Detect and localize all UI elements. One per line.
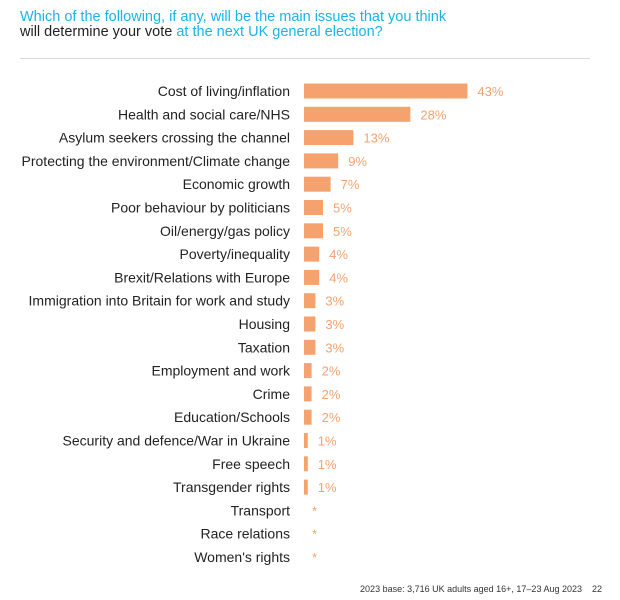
category-label: Brexit/Relations with Europe xyxy=(114,269,290,285)
bar xyxy=(304,339,316,355)
category-label: Free speech xyxy=(212,456,290,472)
title-line-2: will determine your vote at the next UK … xyxy=(20,25,600,40)
bar-chart: Cost of living/inflation 43% Health and so… xyxy=(22,83,504,565)
category-label: Security and defence/War in Ukraine xyxy=(63,433,291,449)
footer-base-note: 2023 base: 3,716 UK adults aged 16+, 17–… xyxy=(360,584,582,594)
data-label: 2% xyxy=(322,364,341,379)
bar xyxy=(304,409,312,425)
title-divider xyxy=(20,58,590,59)
data-label: 28% xyxy=(420,107,446,122)
category-label: Women's rights xyxy=(194,549,290,565)
data-label: 5% xyxy=(333,224,352,239)
category-label: Transgender rights xyxy=(173,479,290,495)
bar xyxy=(304,130,354,146)
category-label: Transport xyxy=(231,502,291,518)
data-label: 1% xyxy=(318,434,337,449)
bar xyxy=(304,200,323,215)
data-label: 2% xyxy=(322,410,341,425)
data-label: 3% xyxy=(325,317,344,332)
data-label: 1% xyxy=(318,457,337,472)
data-label: 7% xyxy=(341,177,360,192)
category-label: Housing xyxy=(239,316,290,332)
data-label: 1% xyxy=(318,480,337,495)
category-label: Race relations xyxy=(201,526,291,542)
data-label: 4% xyxy=(329,247,348,262)
footer: 2023 base: 3,716 UK adults aged 16+, 17–… xyxy=(360,584,602,594)
data-label: 4% xyxy=(329,270,348,285)
bar xyxy=(304,176,331,192)
category-label: Taxation xyxy=(238,339,290,355)
bar xyxy=(304,456,308,472)
data-label: 3% xyxy=(325,340,344,355)
data-label: 3% xyxy=(325,294,344,309)
category-label: Employment and work xyxy=(151,363,291,379)
bar xyxy=(304,246,320,262)
bar xyxy=(304,316,316,332)
data-label: 5% xyxy=(333,201,352,216)
title-rest: at the next UK general election? xyxy=(172,24,383,40)
category-label: Immigration into Britain for work and st… xyxy=(29,293,290,309)
data-label: * xyxy=(312,550,317,565)
bar xyxy=(304,153,339,169)
category-label: Asylum seekers crossing the channel xyxy=(59,130,290,146)
data-label: 43% xyxy=(477,84,503,99)
category-label: Oil/energy/gas policy xyxy=(160,223,290,239)
category-label: Education/Schools xyxy=(174,409,290,425)
bar xyxy=(304,83,468,99)
category-label: Health and social care/NHS xyxy=(118,106,290,122)
data-label: 2% xyxy=(322,387,341,402)
data-label: * xyxy=(312,503,317,518)
chart-title: Which of the following, if any, will be … xyxy=(20,10,600,40)
bar xyxy=(304,386,312,402)
title-emphasis: will determine your vote xyxy=(20,24,173,40)
page-number: 22 xyxy=(591,584,602,594)
category-label: Economic growth xyxy=(183,176,290,192)
bar xyxy=(304,223,323,239)
bar xyxy=(304,363,312,379)
bar xyxy=(304,106,411,122)
bar xyxy=(304,293,316,309)
category-label: Protecting the environment/Climate chang… xyxy=(22,153,291,169)
data-label: 9% xyxy=(348,154,367,169)
category-label: Poverty/inequality xyxy=(179,246,290,262)
data-label: 13% xyxy=(363,131,389,146)
category-label: Poor behaviour by politicians xyxy=(111,200,290,216)
category-label: Cost of living/inflation xyxy=(158,83,290,99)
bar xyxy=(304,433,308,448)
category-label: Crime xyxy=(253,386,291,402)
bar xyxy=(304,479,308,495)
title-line-1: Which of the following, if any, will be … xyxy=(20,9,447,25)
bar xyxy=(304,269,320,285)
data-label: * xyxy=(312,527,317,542)
